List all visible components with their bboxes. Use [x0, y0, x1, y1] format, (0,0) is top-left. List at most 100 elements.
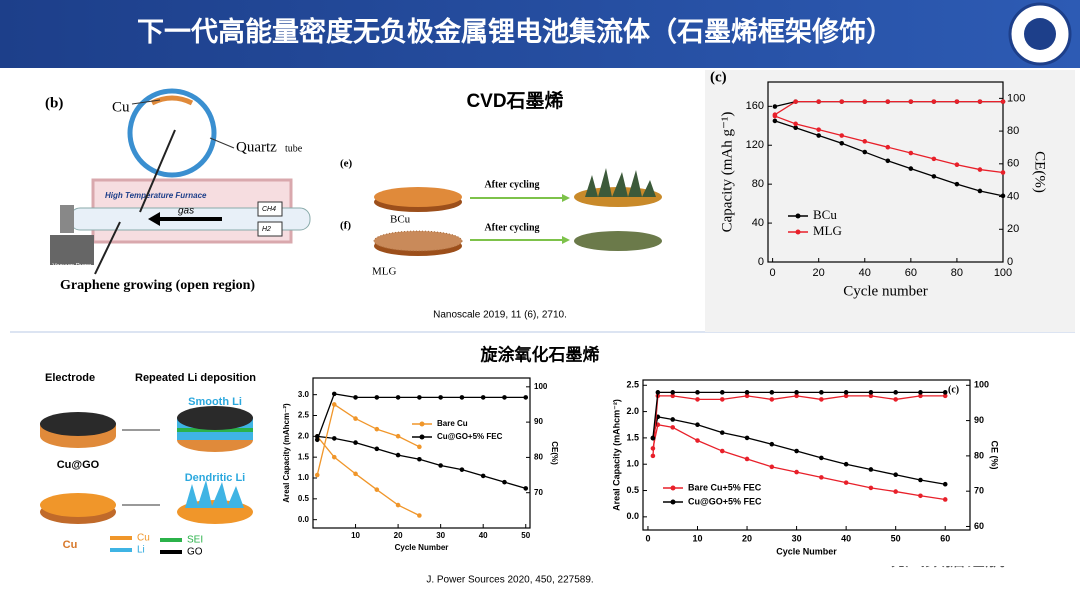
legend-marker [670, 499, 676, 505]
panel-label: (f) [340, 220, 351, 232]
y2-tick-label: 100 [534, 382, 548, 391]
y-tick-label: 0.5 [298, 494, 310, 503]
data-point [331, 391, 337, 397]
label: After cycling [484, 222, 539, 233]
data-point [719, 430, 725, 435]
arrowhead [562, 236, 570, 244]
x-tick-label: 0 [645, 533, 650, 543]
y2-tick-label: 80 [974, 450, 984, 460]
y2-tick-label: 80 [534, 453, 543, 462]
x-axis-label: Cycle Number [395, 543, 449, 552]
data-point [374, 395, 380, 400]
data-point [893, 397, 898, 402]
y2-axis-label: CE (%) [990, 441, 1000, 470]
data-point [1000, 99, 1006, 104]
data-point [977, 188, 983, 194]
data-point [918, 477, 923, 483]
chart: 0 20 40 60 80 10004080120160020406080100Cycle… [705, 69, 1075, 332]
data-point [438, 463, 443, 468]
y-tick-label: 1.0 [298, 473, 310, 482]
data-point [843, 390, 849, 395]
data-point [395, 433, 401, 439]
data-point [816, 99, 821, 104]
data-point [480, 473, 486, 479]
data-point [772, 104, 778, 109]
legend-marker [795, 213, 801, 219]
data-point [331, 454, 337, 460]
data-point [794, 469, 799, 475]
disk [373, 230, 463, 252]
series-line [652, 395, 946, 456]
x-tick-label: 20 [394, 531, 403, 540]
panel-label: (c) [710, 69, 727, 85]
data-point [395, 502, 401, 508]
data-point [893, 390, 898, 395]
data-point [868, 393, 874, 399]
label: H2 [262, 226, 271, 233]
data-point [794, 393, 799, 399]
data-point [744, 393, 750, 399]
data-point [417, 456, 422, 462]
y2-tick-label: 90 [534, 417, 543, 426]
legend-label: Bare Cu [437, 419, 468, 428]
data-point [417, 513, 422, 518]
data-point [1000, 193, 1006, 199]
x-tick-label: 50 [891, 533, 901, 543]
data-point [719, 390, 725, 395]
data-point [794, 448, 799, 454]
arrowhead [562, 194, 570, 202]
data-point [502, 479, 507, 485]
disk [374, 187, 462, 207]
data-point [417, 395, 422, 400]
disk [177, 406, 253, 430]
data-point [331, 402, 337, 407]
y2-tick-label: 80 [1007, 125, 1019, 137]
label: High Temperature Furnace [105, 191, 207, 200]
slide-title: 下一代高能量密度无负极金属锂电池集流体（石墨烯框架修饰） [137, 16, 893, 47]
label: Repeated Li deposition [135, 372, 256, 384]
data-point [374, 487, 380, 492]
label: Cu [112, 99, 130, 115]
data-point [650, 453, 656, 459]
data-point [819, 455, 824, 461]
data-point [918, 393, 923, 399]
plot-frame [642, 379, 971, 531]
series-line [316, 403, 420, 476]
y-tick-label: 0.5 [626, 485, 639, 495]
data-point [744, 390, 750, 395]
data-point [353, 416, 358, 421]
data-point [459, 395, 465, 400]
quartz-tube [127, 88, 217, 178]
data-point [793, 121, 798, 127]
data-point [839, 99, 845, 104]
y-tick-label: 1.5 [626, 432, 639, 442]
data-point [816, 133, 821, 138]
y-tick-label: 40 [752, 217, 764, 229]
data-point [395, 452, 401, 458]
data-point [655, 390, 661, 395]
data-point [772, 118, 778, 124]
y-tick-label: 0.0 [298, 515, 310, 524]
data-point [954, 162, 960, 168]
plot-frame [312, 377, 531, 529]
y-tick-label: 1.5 [298, 452, 310, 461]
label: Smooth Li [188, 396, 242, 408]
label: Quartz [236, 139, 277, 155]
legend-label: SEI [187, 535, 203, 546]
citation: J. Power Sources 2020, 450, 227589. [426, 575, 593, 586]
legend-label: BCu [813, 207, 837, 222]
y2-tick-label: 60 [1007, 158, 1019, 170]
data-point [314, 472, 320, 478]
x-tick-label: 40 [859, 267, 871, 279]
y-tick-label: 1.0 [626, 459, 639, 469]
data-point [695, 390, 700, 395]
y-tick-label: 3.0 [298, 390, 310, 399]
data-point [1000, 170, 1006, 175]
dendrites [585, 168, 656, 197]
caption: Graphene growing (open region) [60, 278, 255, 293]
x-tick-label: 50 [521, 531, 530, 540]
y2-tick-label: 100 [1007, 92, 1025, 104]
y-axis-label: Areal Capacity (mAhcm⁻²) [611, 399, 621, 511]
x-axis-label: Cycle Number [776, 546, 837, 556]
series-line [652, 416, 946, 485]
